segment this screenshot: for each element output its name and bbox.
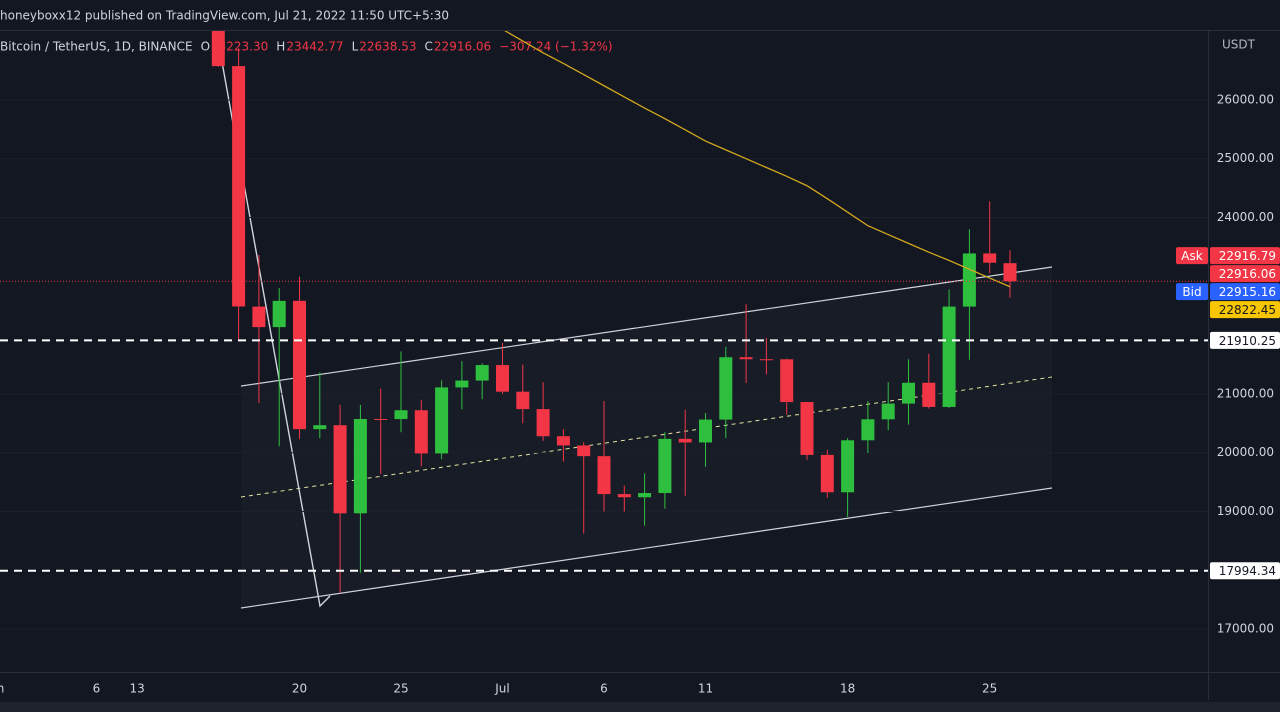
y-tick-label: 17000.00 xyxy=(1217,622,1274,636)
y-axis-unit: USDT xyxy=(1222,38,1256,52)
price-tag xyxy=(1210,247,1280,265)
price-tag-value: 22916.06 xyxy=(1219,267,1276,281)
y-tick-label: 26000.00 xyxy=(1217,92,1274,106)
x-tick-label: 25 xyxy=(393,682,408,696)
candle-body xyxy=(252,306,266,328)
candle-body xyxy=(962,253,976,307)
x-tick-label: 25 xyxy=(982,682,997,696)
legend-value: 22638.53 xyxy=(359,40,416,54)
channel-middle xyxy=(240,376,1053,498)
y-tick-label: 21000.00 xyxy=(1217,386,1274,400)
price-tag-value: 22915.16 xyxy=(1219,285,1276,299)
zigzag-line xyxy=(221,61,331,608)
candle-body xyxy=(455,380,469,388)
candle-body xyxy=(780,359,794,403)
candle-body xyxy=(516,391,530,410)
candle-body xyxy=(475,365,489,381)
x-tick-label: 6 xyxy=(93,682,101,696)
candle-body xyxy=(617,494,631,498)
price-tag-badge xyxy=(1176,283,1208,301)
y-tick-label: 19000.00 xyxy=(1217,504,1274,518)
price-tag-value: 22916.79 xyxy=(1219,249,1276,263)
price-tag xyxy=(1210,265,1280,283)
price-tag-value: 17994.34 xyxy=(1219,564,1276,578)
candle-body xyxy=(638,493,652,498)
candle-body xyxy=(293,300,306,430)
legend-change: −307.24 (−1.32%) xyxy=(499,40,612,54)
x-tick-label: 6 xyxy=(600,682,608,696)
candle-body xyxy=(983,253,997,263)
candle-body xyxy=(719,357,733,420)
candle-body xyxy=(739,357,753,360)
candle-body xyxy=(820,454,834,493)
candle-body xyxy=(556,436,570,446)
legend-value: 23442.77 xyxy=(286,40,343,54)
candle-body xyxy=(759,359,773,361)
channel-lower xyxy=(240,487,1053,609)
candle-body xyxy=(536,409,550,437)
price-tag xyxy=(1210,301,1280,319)
candle-body xyxy=(313,425,327,430)
price-tag-badge xyxy=(1176,247,1208,265)
moving-average xyxy=(504,31,1011,288)
candle-body xyxy=(597,456,611,495)
price-tag-value: 21910.25 xyxy=(1219,334,1276,348)
x-tick-label: Jun xyxy=(0,682,4,696)
candle-body xyxy=(881,403,895,420)
candle-body xyxy=(658,438,672,494)
candle-body xyxy=(902,382,915,404)
candle-body xyxy=(841,440,855,493)
y-tick-label: 20000.00 xyxy=(1217,445,1274,459)
candle-body xyxy=(435,387,449,454)
channel-upper xyxy=(240,266,1053,387)
price-tag xyxy=(1210,283,1280,301)
legend-symbol: Bitcoin / TetherUS, 1D, BINANCE xyxy=(0,40,193,54)
price-tag-label: Ask xyxy=(1181,249,1202,263)
price-tag xyxy=(1210,562,1280,580)
legend-key: H xyxy=(276,40,285,54)
drawings xyxy=(221,61,1053,609)
candle-body xyxy=(353,418,367,514)
candle-body xyxy=(678,438,692,443)
candle-body xyxy=(699,419,712,443)
candle-body xyxy=(333,425,347,514)
x-tick-label: 11 xyxy=(698,682,713,696)
x-tick-label: 18 xyxy=(840,682,855,696)
price-tag-value: 22822.45 xyxy=(1219,303,1276,317)
x-tick-label: 13 xyxy=(129,682,144,696)
legend-key: L xyxy=(352,40,359,54)
x-tick-label: Jul xyxy=(494,682,509,696)
legend: Bitcoin / TetherUS, 1D, BINANCE O 23223.30… xyxy=(0,40,613,54)
bottom-bar xyxy=(0,702,1280,712)
candle-body xyxy=(942,306,956,407)
legend-key: O xyxy=(201,40,210,54)
candle-body xyxy=(414,410,428,454)
candle-body xyxy=(861,419,875,441)
plot xyxy=(0,31,1208,593)
candle-body xyxy=(922,382,936,407)
candle-body xyxy=(800,402,814,455)
candle-body xyxy=(577,445,591,457)
candle-body xyxy=(272,300,286,328)
legend-value: 23223.30 xyxy=(211,40,268,54)
y-tick-label: 25000.00 xyxy=(1217,151,1274,165)
y-tick-label: 24000.00 xyxy=(1217,210,1274,224)
candle-body xyxy=(394,410,408,420)
candle-body xyxy=(1003,263,1017,282)
legend-value: 22916.06 xyxy=(434,40,491,54)
x-tick-label: 20 xyxy=(292,682,307,696)
candle-body xyxy=(211,31,225,67)
legend-key: C xyxy=(425,40,433,54)
header-title: honeyboxx12 published on TradingView.com… xyxy=(0,9,449,23)
candle-body xyxy=(374,418,388,420)
candle-body xyxy=(496,365,509,392)
price-tag xyxy=(1210,331,1280,349)
price-tag-label: Bid xyxy=(1182,285,1201,299)
candle-body xyxy=(232,66,246,307)
